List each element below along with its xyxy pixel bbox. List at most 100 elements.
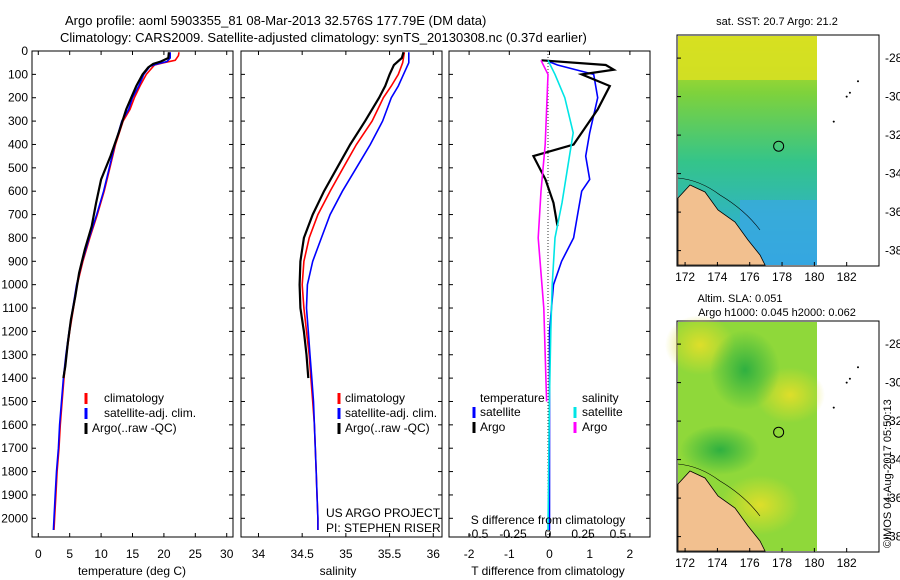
salinity-axis-label: salinity	[320, 564, 357, 578]
temperature-x-axis: 0 5 10 15 20 25 30	[35, 51, 234, 561]
sst-land	[677, 184, 766, 266]
map-y-tick-label: -36	[885, 205, 900, 219]
s-tick-label: 0.25	[571, 527, 595, 541]
depth-tick-label: 0	[21, 44, 28, 58]
difference-lines	[531, 51, 618, 537]
map-y-tick-label: -32	[885, 128, 900, 142]
depth-tick-label: 900	[8, 254, 28, 268]
sla-islands	[832, 366, 859, 409]
map-x-tick-label: 182	[837, 556, 857, 570]
map-x-tick-label: 182	[837, 270, 857, 284]
sst-map-title: sat. SST: 20.7 Argo: 21.2	[716, 16, 838, 28]
map-x-tick-label: 180	[804, 270, 824, 284]
series-line-s-satellite	[547, 59, 575, 531]
series-line-satellite-adj-clim-	[305, 52, 410, 530]
map-x-tick-label: 178	[772, 270, 792, 284]
depth-tick-label: 2000	[1, 511, 28, 525]
x-tick-label: 35.5	[378, 547, 402, 561]
legend-label-s-satellite: satellite	[582, 405, 623, 419]
depth-axis: 0 100 200 300 400 500 600 700 800 900 1000 1100 1200…	[1, 44, 650, 525]
x-tick-label: 10	[94, 547, 108, 561]
s-tick-label: -0.5	[468, 527, 489, 541]
salinity-x-axis: 34 34.5 35 35.5 36	[252, 51, 440, 561]
series-line-climatology	[301, 52, 406, 530]
sla-map-axes: 172 174 176 178 180 182 -28 -30 -32 -34 -36 -38	[675, 337, 900, 570]
map-y-tick-label: -28	[885, 51, 900, 65]
x-tick-label: 35	[339, 547, 353, 561]
depth-tick-label: 200	[8, 91, 28, 105]
legend-label-t-argo: Argo	[480, 420, 506, 434]
map-y-tick-label: -34	[885, 167, 900, 181]
x-tick-label: 20	[157, 547, 171, 561]
sst-map: sat. SST: 20.7 Argo: 21.2 172 174 176 178 18…	[675, 16, 900, 284]
map-x-tick-label: 172	[675, 270, 695, 284]
project-annotation: US ARGO PROJECT	[326, 506, 441, 520]
sla-map-title-2: Argo h1000: 0.045 h2000: 0.062	[698, 307, 856, 319]
depth-tick-label: 100	[8, 67, 28, 81]
s-tick-label: 0.5	[610, 527, 627, 541]
sla-map: Altim. SLA: 0.051 Argo h1000: 0.045 h200…	[665, 293, 900, 570]
depth-tick-label: 600	[8, 184, 28, 198]
depth-tick-label: 1700	[1, 441, 28, 455]
depth-tick-label: 1000	[1, 278, 28, 292]
sst-map-axes: 172 174 176 178 180 182 -28 -30 -32 -34 -36 -38	[675, 51, 900, 284]
sst-coastline	[677, 177, 761, 231]
depth-tick-label: 1400	[1, 371, 28, 385]
legend-label-s-argo: Argo	[582, 420, 608, 434]
series-line-s-argo	[537, 59, 549, 402]
depth-tick-label: 700	[8, 208, 28, 222]
map-y-tick-label: -30	[885, 376, 900, 390]
x-tick-label: 2	[627, 547, 634, 561]
legend-label-climatology: climatology	[104, 391, 164, 405]
x-tick-label: 34.5	[290, 547, 314, 561]
x-tick-label: 5	[66, 547, 73, 561]
map-y-tick-label: -28	[885, 337, 900, 351]
sst-islands	[832, 80, 859, 123]
depth-tick-label: 300	[8, 114, 28, 128]
temperature-plot-frame	[31, 50, 234, 538]
x-tick-label: 30	[220, 547, 234, 561]
island-dot	[856, 366, 859, 369]
map-x-tick-label: 174	[707, 270, 727, 284]
x-tick-label: 1	[586, 547, 593, 561]
sla-land	[677, 470, 766, 552]
map-x-tick-label: 180	[804, 556, 824, 570]
legend-heading-temperature: temperature	[480, 391, 545, 405]
x-tick-label: -2	[464, 547, 475, 561]
x-tick-label: 0	[35, 547, 42, 561]
s-tick-label: -0.25	[499, 527, 527, 541]
header-line-1: Argo profile: aoml 5903355_81 08-Mar-201…	[65, 13, 486, 28]
depth-tick-label: 500	[8, 161, 28, 175]
t-difference-axis-label: T difference from climatology	[471, 564, 625, 578]
legend-label-climatology: climatology	[345, 391, 405, 405]
sla-map-title-1: Altim. SLA: 0.051	[698, 293, 783, 305]
sst-warm-patch	[678, 36, 817, 80]
map-x-tick-label: 178	[772, 556, 792, 570]
map-y-tick-label: -38	[885, 530, 900, 544]
map-x-tick-label: 176	[740, 556, 760, 570]
s-difference-axis-label: S difference from climatology	[471, 513, 626, 527]
argo-position-marker	[773, 140, 785, 152]
depth-tick-label: 1500	[1, 394, 28, 408]
x-tick-label: -1	[504, 547, 515, 561]
series-line-argo-raw-qc-	[62, 52, 170, 379]
temperature-axis-label: temperature (deg C)	[78, 564, 186, 578]
map-x-tick-label: 172	[675, 556, 695, 570]
legend-heading-salinity: salinity	[582, 391, 619, 405]
argo-position-marker	[773, 426, 785, 438]
sla-low-2	[680, 425, 760, 475]
header-line-2: Climatology: CARS2009. Satellite-adjuste…	[60, 30, 587, 45]
imos-credit: ©IMOS 04-Aug-2017 05:50:13	[882, 399, 894, 548]
legend-label-satellite: satellite-adj. clim.	[345, 406, 437, 420]
temperature-lines	[52, 52, 180, 531]
sla-coastline	[677, 463, 761, 517]
legend-label-argo: Argo(..raw -QC)	[92, 421, 177, 435]
depth-tick-label: 1200	[1, 324, 28, 338]
island-dot	[845, 95, 848, 98]
island-dot	[832, 406, 835, 409]
depth-tick-label: 1900	[1, 488, 28, 502]
depth-tick-label: 400	[8, 137, 28, 151]
series-line-t-argo	[531, 59, 618, 227]
x-tick-label: 36	[427, 547, 441, 561]
